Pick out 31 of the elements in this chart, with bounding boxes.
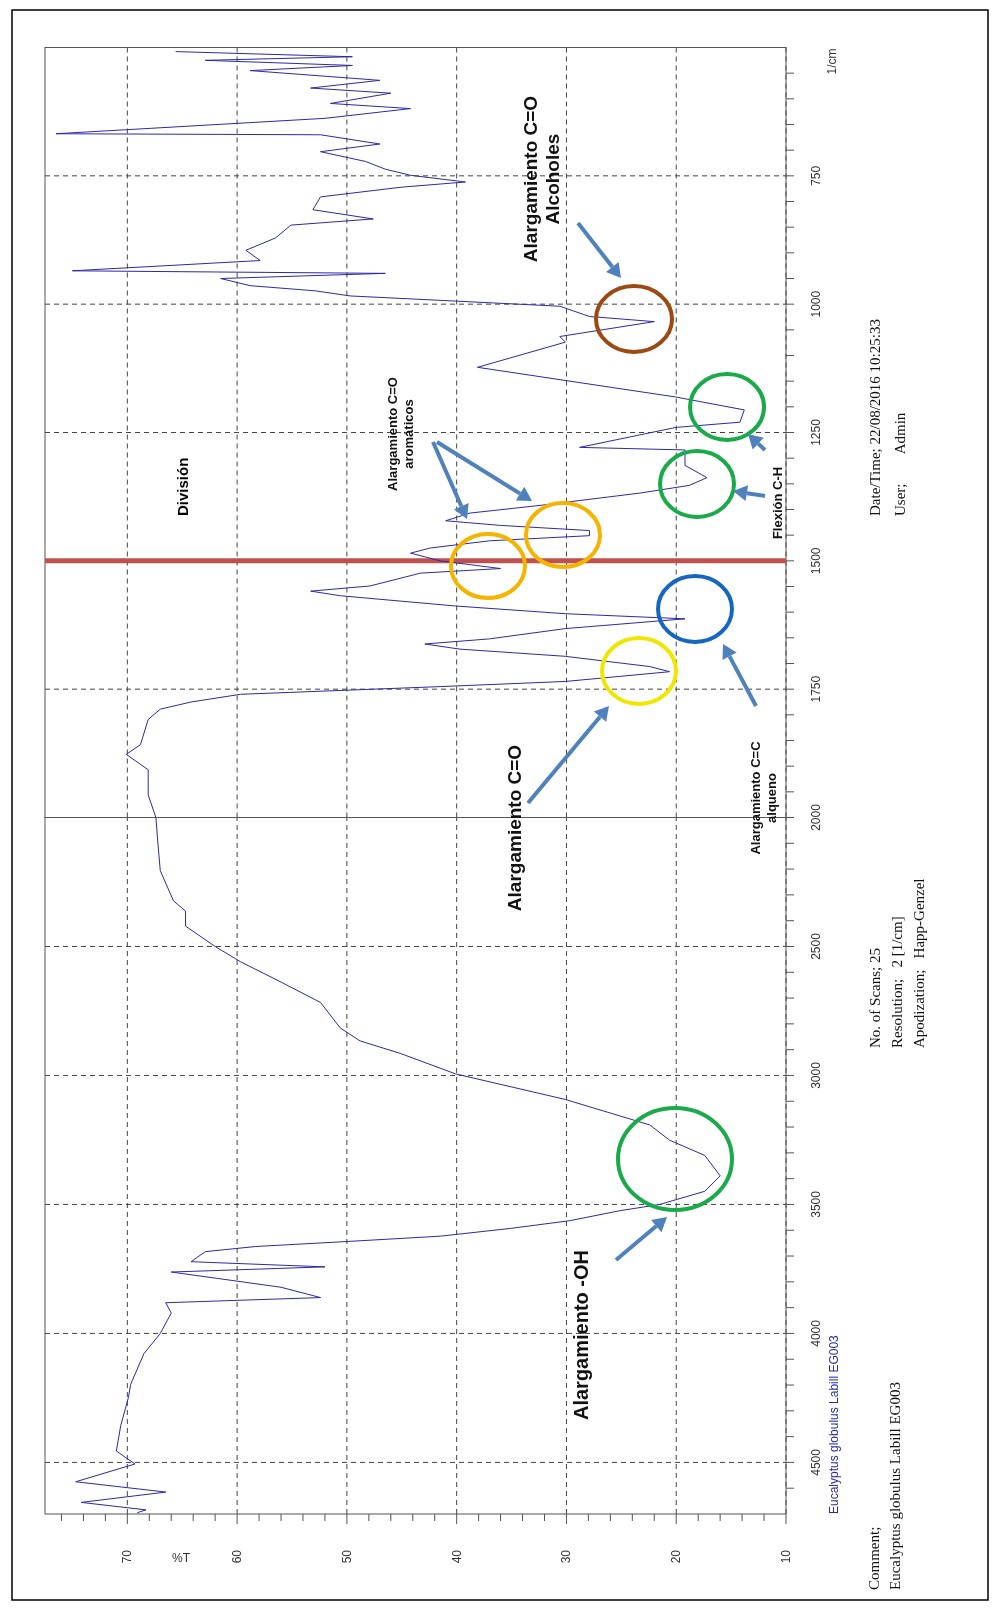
text: No. of Scans; 25 Resolution; 2 [1/cm] Apodization; Happ-Genzel [867,878,927,1048]
annotation: Alargamiento -OH [570,1249,592,1421]
x-tick-label: 70 [120,1549,135,1564]
x-axis-title: %T [172,1551,191,1565]
x-tick-label: 60 [230,1549,245,1564]
annotation: Alargamiento C=O aromáticos [384,377,416,491]
annotation: Alargamiento C=C alqueno [747,740,779,855]
y-tick-label: 4500 [809,1448,823,1476]
x-tick-label: 30 [559,1549,574,1564]
y-tick-label: 1750 [809,675,823,703]
x-tick-label: 10 [779,1549,793,1564]
x-tick-label: 50 [339,1549,354,1564]
y-tick-label: 2500 [809,932,823,960]
annotation: Flexión C-H [769,466,785,540]
text: Date/Time; 22/08/2016 10:25:33 User; Admin [867,319,908,516]
y-tick-label: 2000 [809,803,823,831]
y-tick-label: 750 [809,165,823,186]
text: Eucalyptus globulus Labill EG003 [827,1334,841,1514]
y-tick-label: 3500 [809,1190,823,1218]
y-axis-title: 1/cm [825,48,839,75]
y-tick-label: 1500 [809,547,823,575]
x-tick-label: 40 [449,1549,464,1564]
text: Comment; Eucalyptus globulus Labill EG003 [866,1382,903,1590]
ref-line-label: División [173,457,191,517]
y-tick-label: 3000 [809,1061,823,1089]
x-tick-label: 20 [669,1549,684,1564]
y-tick-label: 4000 [809,1319,823,1347]
annotation: Alargamiento C=O Alcoholes [519,95,563,263]
annotation: Alargamiento C=O [503,744,525,912]
y-tick-label: 1000 [809,290,823,318]
y-tick-label: 1250 [809,418,823,446]
